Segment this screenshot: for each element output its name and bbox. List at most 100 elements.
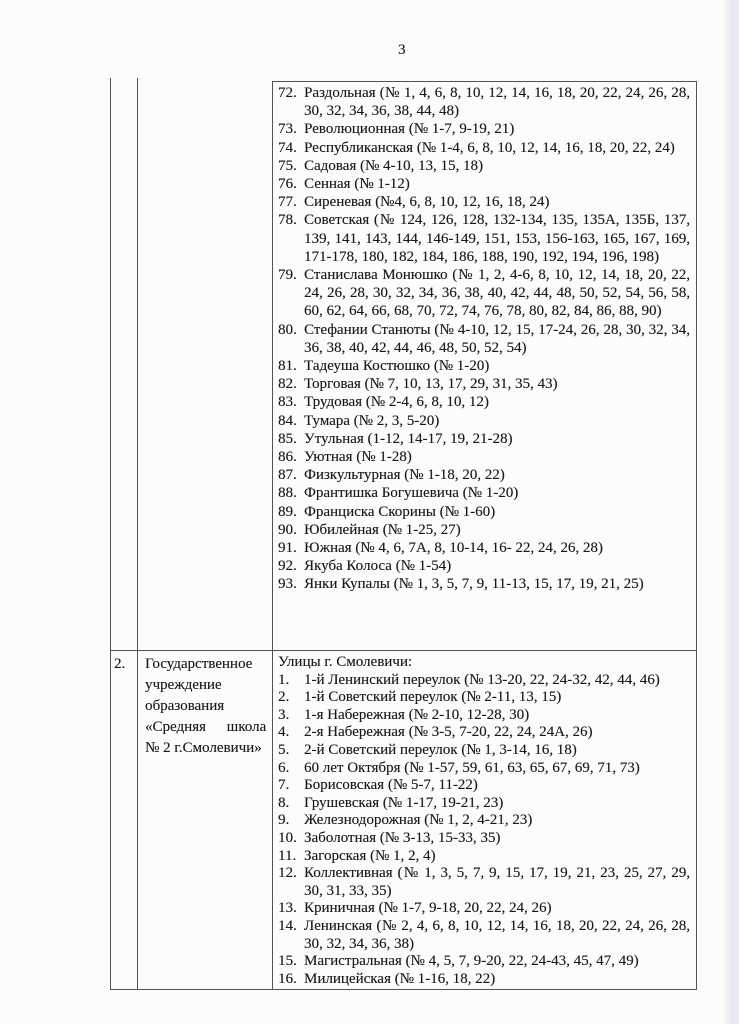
street-item-text: Грушевская (№ 1-17, 19-21, 23) xyxy=(304,794,504,811)
organization-name-line: Государственное xyxy=(145,656,253,672)
street-item-number: 83. xyxy=(278,394,297,411)
street-item-number: 7. xyxy=(278,777,290,794)
table-border-left xyxy=(110,78,111,990)
street-item-number: 81. xyxy=(278,358,297,375)
street-list-item: 74. Республиканская (№ 1-4, 6, 8, 10, 12… xyxy=(278,139,690,157)
street-list-item: 81. Тадеуша Костюшко (№ 1-20) xyxy=(278,357,690,375)
street-item-text: Железнодорожная (№ 1, 2, 4-21, 23) xyxy=(304,812,533,829)
row2-organization-cell: Государственное учреждение образования «Сре… xyxy=(138,651,272,989)
street-item-text: Советская (№ 124, 126, 128, 132-134, 135… xyxy=(304,212,690,265)
street-item-text: Ленинская (№ 2, 4, 6, 8, 10, 12, 14, 16,… xyxy=(304,917,690,952)
street-item-text: Станислава Монюшко (№ 1, 2, 4-6, 8, 10, … xyxy=(304,267,690,320)
street-list-item: 11. Загорская (№ 1, 2, 4) xyxy=(278,848,690,866)
street-item-number: 16. xyxy=(278,970,297,987)
street-list-item: 79. Станислава Монюшко (№ 1, 2, 4-6, 8, … xyxy=(278,266,690,321)
street-item-text: Франциска Скорины (№ 1-60) xyxy=(304,503,496,520)
street-item-number: 87. xyxy=(278,467,297,484)
page-edge-shadow xyxy=(724,0,739,1024)
table-border-bottom xyxy=(110,989,697,990)
street-item-number: 80. xyxy=(278,321,297,338)
table-border-right xyxy=(696,81,697,990)
street-item-text: Криничная (№ 1-7, 9-18, 20, 22, 24, 26) xyxy=(304,900,552,917)
street-item-text: Раздольная (№ 1, 4, 6, 8, 10, 12, 14, 16… xyxy=(304,85,690,120)
street-item-number: 2. xyxy=(278,689,290,706)
street-list-item: 89. Франциска Скорины (№ 1-60) xyxy=(278,503,690,521)
street-list-item: 85. Утульная (1-12, 14-17, 19, 21-28) xyxy=(278,430,690,448)
street-list-item: 8. Грушевская (№ 1-17, 19-21, 23) xyxy=(278,795,690,813)
street-item-number: 11. xyxy=(278,847,297,864)
street-item-text: Загорская (№ 1, 2, 4) xyxy=(304,847,436,864)
street-item-text: Тадеуша Костюшко (№ 1-20) xyxy=(304,358,490,375)
street-item-text: Милицейская (№ 1-16, 18, 22) xyxy=(304,970,496,987)
street-item-text: 1-я Набережная (№ 2-10, 12-28, 30) xyxy=(304,706,530,723)
street-item-text: Франтишка Богушевича (№ 1-20) xyxy=(304,485,519,502)
street-list-item: 14. Ленинская (№ 2, 4, 6, 8, 10, 12, 14,… xyxy=(278,918,690,953)
row2-streets-list: 1. 1-й Ленинский переулок (№ 13-20, 22, … xyxy=(278,672,690,989)
street-item-number: 75. xyxy=(278,157,297,174)
street-item-text: Физкультурная (№ 1-18, 20, 22) xyxy=(304,467,505,484)
street-list-item: 3. 1-я Набережная (№ 2-10, 12-28, 30) xyxy=(278,707,690,725)
organization-name-line: учреждение xyxy=(145,677,222,693)
street-list-item: 75. Садовая (№ 4-10, 13, 15, 18) xyxy=(278,157,690,175)
street-item-number: 79. xyxy=(278,267,297,284)
street-item-number: 74. xyxy=(278,139,297,156)
street-list-item: 77. Сиреневая (№4, 6, 8, 10, 12, 16, 18,… xyxy=(278,193,690,211)
street-list-item: 88. Франтишка Богушевича (№ 1-20) xyxy=(278,484,690,502)
street-item-text: Магистральная (№ 4, 5, 7, 9-20, 22, 24-4… xyxy=(304,953,639,970)
street-item-number: 77. xyxy=(278,194,297,211)
row1-streets-list: 72. Раздольная (№ 1, 4, 6, 8, 10, 12, 14… xyxy=(273,82,696,650)
street-item-text: Юбилейная (№ 1-25, 27) xyxy=(304,521,461,538)
street-item-text: Южная (№ 4, 6, 7А, 8, 10-14, 16- 22, 24,… xyxy=(304,540,603,557)
street-list-item: 73. Революционная (№ 1-7, 9-19, 21) xyxy=(278,120,690,138)
street-item-number: 84. xyxy=(278,412,297,429)
street-item-text: Заболотная (№ 3-13, 15-33, 35) xyxy=(304,829,501,846)
street-item-number: 72. xyxy=(278,85,297,101)
row1-index-cell-empty xyxy=(111,82,137,650)
street-item-number: 13. xyxy=(278,900,297,917)
street-list-item: 1. 1-й Ленинский переулок (№ 13-20, 22, … xyxy=(278,672,690,690)
street-list-item: 4. 2-я Набережная (№ 3-5, 7-20, 22, 24, … xyxy=(278,724,690,742)
street-item-text: 1-й Ленинский переулок (№ 13-20, 22, 24-… xyxy=(304,671,660,688)
street-item-number: 9. xyxy=(278,812,290,829)
street-item-text: Сенная (№ 1-12) xyxy=(304,176,410,193)
street-list-item: 72. Раздольная (№ 1, 4, 6, 8, 10, 12, 14… xyxy=(278,84,690,120)
street-list-item: 82. Торговая (№ 7, 10, 13, 17, 29, 31, 3… xyxy=(278,375,690,393)
street-list-item: 9. Железнодорожная (№ 1, 2, 4-21, 23) xyxy=(278,812,690,830)
street-item-text: Утульная (1-12, 14-17, 19, 21-28) xyxy=(304,430,513,447)
street-list-item: 2. 1-й Советский переулок (№ 2-11, 13, 1… xyxy=(278,689,690,707)
street-item-number: 15. xyxy=(278,953,297,970)
organization-name-line: «Средняя школа xyxy=(145,719,267,735)
street-item-number: 91. xyxy=(278,540,297,557)
street-list-item: 86. Уютная (№ 1-28) xyxy=(278,448,690,466)
street-item-text: Янки Купалы (№ 1, 3, 5, 7, 9, 11-13, 15,… xyxy=(304,576,644,593)
street-item-number: 90. xyxy=(278,521,297,538)
street-item-text: Садовая (№ 4-10, 13, 15, 18) xyxy=(304,157,484,174)
street-item-number: 6. xyxy=(278,759,290,776)
street-list-item: 92. Якуба Колоса (№ 1-54) xyxy=(278,557,690,575)
street-item-text: 2-й Советский переулок (№ 1, 3-14, 16, 1… xyxy=(304,741,577,758)
school-streets-table: 72. Раздольная (№ 1, 4, 6, 8, 10, 12, 14… xyxy=(110,78,697,991)
street-item-number: 14. xyxy=(278,917,297,934)
street-list-item: 10. Заболотная (№ 3-13, 15-33, 35) xyxy=(278,830,690,848)
street-list-item: 7. Борисовская (№ 5-7, 11-22) xyxy=(278,777,690,795)
street-item-text: Тумара (№ 2, 3, 5-20) xyxy=(304,412,440,429)
table-border-col2 xyxy=(272,81,273,990)
table-border-col1 xyxy=(137,78,138,990)
street-list-item: 84. Тумара (№ 2, 3, 5-20) xyxy=(278,412,690,430)
street-item-number: 78. xyxy=(278,212,297,229)
table-row-separator xyxy=(110,650,697,651)
street-list-item: 80. Стефании Станюты (№ 4-10, 12, 15, 17… xyxy=(278,321,690,357)
street-item-number: 3. xyxy=(278,706,290,723)
street-item-number: 8. xyxy=(278,794,290,811)
row1-organization-cell-empty xyxy=(138,82,272,650)
street-item-text: Борисовская (№ 5-7, 11-22) xyxy=(304,777,478,794)
street-list-item: 87. Физкультурная (№ 1-18, 20, 22) xyxy=(278,466,690,484)
street-item-number: 86. xyxy=(278,449,297,466)
street-item-number: 12. xyxy=(278,865,297,882)
page-number: 3 xyxy=(398,42,406,58)
street-item-number: 85. xyxy=(278,430,297,447)
row2-streets-cell: Улицы г. Смолевичи: 1. 1-й Ленинский пер… xyxy=(273,651,696,989)
street-item-number: 76. xyxy=(278,176,297,193)
street-list-item: 16. Милицейская (№ 1-16, 18, 22) xyxy=(278,971,690,989)
street-item-number: 89. xyxy=(278,503,297,520)
